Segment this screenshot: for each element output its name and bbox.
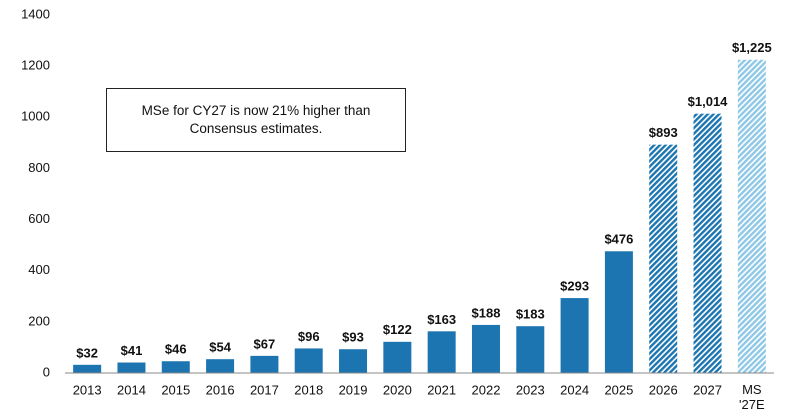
x-tick-label: 2016: [206, 382, 235, 397]
x-tick-label: 2023: [516, 382, 545, 397]
bar: [649, 144, 678, 373]
y-tick-label: 1400: [21, 6, 50, 21]
value-label: $188: [472, 305, 501, 320]
bar: [294, 348, 323, 373]
x-tick-label: 2024: [560, 382, 589, 397]
bar: [471, 324, 500, 373]
y-tick-label: 1000: [21, 109, 50, 124]
bar: [117, 362, 146, 373]
x-tick-label: 2027: [693, 382, 722, 397]
bar: [427, 331, 456, 373]
y-tick-label: 600: [28, 211, 50, 226]
value-label: $476: [604, 232, 633, 247]
bar: [383, 341, 412, 373]
value-label: $67: [254, 336, 276, 351]
bar: [206, 359, 235, 373]
value-label: $41: [121, 343, 143, 358]
value-label: $93: [342, 330, 364, 345]
y-tick-label: 400: [28, 262, 50, 277]
bar: [339, 349, 368, 373]
value-label: $163: [427, 312, 456, 327]
y-tick-label: 1200: [21, 58, 50, 73]
y-tick-label: 800: [28, 160, 50, 175]
value-label: $1,014: [688, 94, 729, 109]
value-label: $293: [560, 279, 589, 294]
x-tick-label: 2013: [73, 382, 102, 397]
value-label: $54: [209, 340, 231, 355]
y-tick-label: 0: [43, 364, 50, 379]
x-tick-label: 2021: [427, 382, 456, 397]
bar: [560, 298, 589, 373]
x-tick-label: 2022: [472, 382, 501, 397]
bar: [250, 355, 279, 373]
value-label: $46: [165, 342, 187, 357]
x-tick-label: 2017: [250, 382, 279, 397]
value-label: $32: [76, 345, 98, 360]
value-label: $1,225: [732, 40, 772, 55]
x-tick-label: 2025: [604, 382, 633, 397]
bar: [604, 251, 633, 373]
bar: [161, 361, 190, 373]
bar: [516, 326, 545, 373]
y-tick-label: 200: [28, 313, 50, 328]
value-label: $96: [298, 329, 320, 344]
x-tick-label: 2018: [294, 382, 323, 397]
value-label: $122: [383, 322, 412, 337]
annotation: MSe for CY27 is now 21% higher than Cons…: [106, 88, 406, 152]
x-tick-label: 2014: [117, 382, 146, 397]
x-tick-label: 2019: [339, 382, 368, 397]
value-label: $893: [649, 125, 678, 140]
x-tick-label: 2020: [383, 382, 412, 397]
bar: [737, 59, 766, 373]
x-tick-label: MS '27E: [739, 382, 765, 412]
x-tick-label: 2026: [649, 382, 678, 397]
bar: [693, 113, 722, 373]
value-label: $183: [516, 307, 545, 322]
bar: [73, 364, 102, 373]
x-tick-label: 2015: [161, 382, 190, 397]
